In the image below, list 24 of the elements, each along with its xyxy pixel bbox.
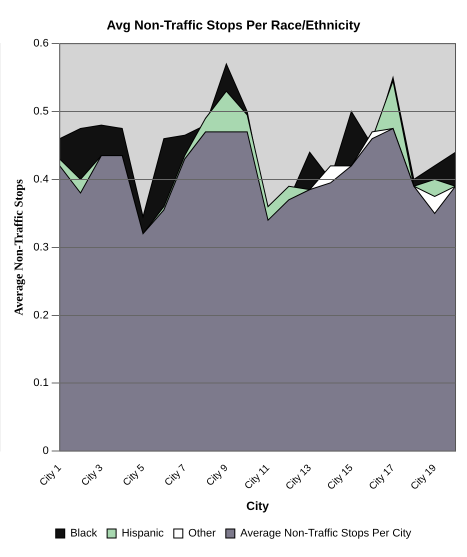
x-tick-label: City 11 [242, 462, 272, 492]
y-tick-label: 0 [42, 445, 49, 458]
y-tick-label: 0.3 [33, 241, 49, 254]
y-tick-label: 0.4 [33, 173, 49, 186]
x-axis-title: City [246, 499, 270, 514]
legend-label: Other [188, 528, 216, 540]
legend-label: Black [70, 528, 98, 540]
x-tick-label: City 9 [204, 462, 231, 488]
x-tick-label: City 15 [326, 462, 356, 492]
x-tick-label: City 13 [284, 462, 314, 492]
legend-label: Average Non-Traffic Stops Per City [240, 528, 412, 540]
y-tick-label: 0.5 [33, 106, 49, 118]
x-tick-label: City 17 [367, 462, 398, 492]
y-tick-label: 0.1 [33, 377, 49, 390]
chart-title: Avg Non-Traffic Stops Per Race/Ethnicity [106, 17, 362, 32]
x-tick-label: City 5 [121, 462, 148, 488]
x-tick-label: City 7 [162, 462, 190, 488]
legend-label: Hispanic [122, 528, 164, 540]
y-tick-label: 0.2 [33, 309, 49, 322]
x-tick-label: City 3 [80, 462, 106, 488]
y-axis-title: Average Non-Traffic Stops [11, 178, 26, 316]
x-tick-label: City 19 [408, 462, 440, 492]
y-tick-label: 0.6 [33, 38, 49, 50]
x-tick-label: City 1 [38, 462, 64, 488]
